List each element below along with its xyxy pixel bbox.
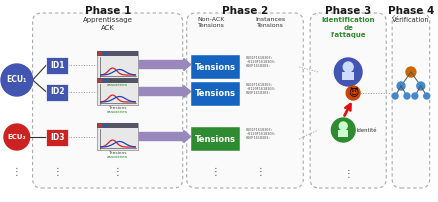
Bar [97,123,138,128]
Text: 010F1618303:: 010F1618303: [245,136,271,140]
Circle shape [339,122,346,130]
Text: •0120F1618303:: •0120F1618303: [245,60,275,64]
Text: Tensions: Tensions [194,89,235,99]
Circle shape [1,64,32,96]
Text: associées: associées [107,155,128,159]
Text: 010F1618303:: 010F1618303: [245,91,271,95]
Bar [46,129,68,146]
Text: associées: associées [107,83,128,87]
Text: Vérification: Vérification [391,17,429,23]
Circle shape [411,93,417,99]
Circle shape [391,93,397,99]
Text: ⋮: ⋮ [343,169,352,179]
Circle shape [423,93,429,99]
Circle shape [334,58,361,86]
Bar [97,51,138,78]
Polygon shape [139,85,190,98]
Bar [46,84,68,101]
Text: 😈: 😈 [347,88,357,98]
FancyBboxPatch shape [310,13,385,188]
Text: Phase 1: Phase 1 [85,6,131,16]
Circle shape [343,62,352,72]
Text: associées: associées [107,110,128,114]
Bar [97,78,138,83]
Circle shape [405,67,415,77]
Text: Tensions: Tensions [194,135,235,143]
Text: Instances
Tensions: Instances Tensions [255,17,285,28]
Circle shape [4,124,30,150]
Text: Identité: Identité [355,127,376,133]
Text: Identification
de
l'attaque: Identification de l'attaque [321,17,374,38]
Text: 0101F1618303:: 0101F1618303: [245,56,273,60]
Text: 0101F1618303:: 0101F1618303: [245,83,273,87]
FancyBboxPatch shape [391,13,429,188]
Bar [98,79,102,82]
Bar [46,57,68,74]
Text: 0101F1618303:: 0101F1618303: [245,128,273,132]
Circle shape [416,82,424,90]
Bar [190,82,240,106]
Bar [190,55,240,79]
Text: Phase 4: Phase 4 [387,6,433,16]
Text: ECU₂: ECU₂ [7,134,26,140]
Bar [97,78,138,105]
Bar [98,52,102,55]
Bar [102,124,106,127]
FancyBboxPatch shape [32,13,182,188]
Text: ID2: ID2 [50,87,64,97]
Circle shape [396,82,404,90]
Text: ⋮: ⋮ [113,167,122,177]
Text: ID3: ID3 [50,133,64,141]
Bar [338,130,347,137]
Circle shape [403,93,409,99]
Text: Non-ACK
Tensions: Non-ACK Tensions [197,17,225,28]
Text: Tensions: Tensions [108,151,127,155]
Bar [190,127,240,151]
Text: ⋮: ⋮ [255,167,265,177]
Text: ⋮: ⋮ [52,167,62,177]
Bar [98,124,102,127]
Text: Apprentissage
ACK: Apprentissage ACK [82,17,132,31]
Text: Phase 2: Phase 2 [221,6,268,16]
Bar [97,123,138,150]
Bar [102,79,106,82]
Circle shape [346,86,359,100]
Text: 010F1618303:: 010F1618303: [245,64,271,68]
Text: ID1: ID1 [50,61,64,69]
Text: ⋮: ⋮ [12,167,21,177]
Text: Tensions: Tensions [194,62,235,72]
Circle shape [331,118,354,142]
Text: Tensions: Tensions [108,79,127,83]
Bar [342,72,353,80]
Text: Phase 3: Phase 3 [324,6,371,16]
Text: ⋮: ⋮ [210,167,220,177]
Polygon shape [139,130,190,142]
Text: Tensions: Tensions [108,106,127,110]
Text: •0120F1618303:: •0120F1618303: [245,87,275,91]
Bar [102,52,106,55]
FancyBboxPatch shape [186,13,303,188]
Bar [97,51,138,56]
Text: ECU₁: ECU₁ [7,76,27,84]
Polygon shape [139,59,190,70]
Text: •0120F1618303:: •0120F1618303: [245,132,275,136]
